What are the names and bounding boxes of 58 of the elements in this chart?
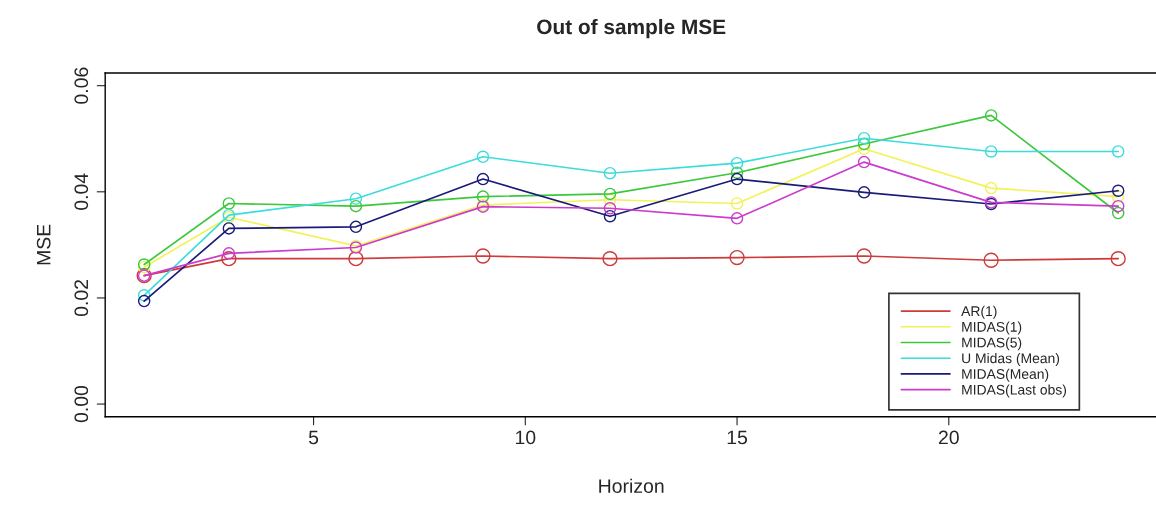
point — [857, 155, 871, 169]
point — [1111, 206, 1125, 220]
x-tick-label: 15 — [727, 430, 748, 445]
y-axis-title: MSE — [36, 224, 51, 265]
point — [476, 172, 490, 186]
point — [349, 199, 363, 213]
point — [137, 289, 151, 302]
point — [603, 209, 617, 223]
point — [984, 181, 998, 195]
legend-label: U Midas (Mean) — [962, 353, 1060, 366]
point — [857, 137, 871, 151]
legend-label: MIDAS(Mean) — [962, 368, 1049, 382]
point — [348, 251, 364, 267]
y-tick-label: 0.00 — [74, 385, 89, 423]
point — [222, 247, 236, 260]
point — [221, 251, 237, 267]
x-axis-title: Horizon — [599, 478, 664, 493]
point — [730, 197, 744, 210]
y-tick-label: 0.02 — [74, 279, 89, 317]
point — [984, 109, 998, 122]
point — [1111, 145, 1125, 158]
point — [349, 220, 363, 234]
point — [603, 193, 617, 207]
point — [730, 166, 744, 179]
y-tick-label: 0.04 — [74, 173, 89, 210]
point — [983, 252, 999, 268]
legend-label: AR(1) — [961, 305, 997, 319]
point — [730, 212, 744, 225]
point — [984, 145, 998, 158]
x-tick-label: 20 — [938, 430, 959, 445]
point — [1111, 190, 1125, 203]
point — [1111, 184, 1125, 197]
legend-label: MIDAS(5) — [962, 337, 1022, 351]
point — [349, 192, 363, 205]
point — [603, 187, 617, 201]
point — [476, 190, 490, 203]
legend-label: MIDAS(Last obs) — [962, 384, 1067, 398]
point — [729, 249, 745, 266]
point — [603, 202, 617, 215]
point — [476, 150, 490, 164]
legend-label: MIDAS(1) — [962, 321, 1022, 335]
point — [857, 186, 871, 199]
point — [602, 251, 618, 267]
point — [222, 197, 236, 210]
point — [857, 131, 871, 145]
x-tick-label: 5 — [308, 430, 319, 445]
point — [475, 248, 491, 264]
point — [137, 294, 151, 308]
x-tick-label: 10 — [515, 430, 536, 445]
chart-title: Out of sample MSE — [537, 18, 726, 39]
point — [730, 156, 744, 170]
point — [730, 172, 744, 186]
point — [222, 222, 236, 235]
point — [856, 248, 872, 264]
y-tick-label: 0.06 — [74, 67, 89, 104]
point — [1111, 199, 1125, 213]
point — [603, 166, 617, 180]
point — [1110, 251, 1126, 267]
